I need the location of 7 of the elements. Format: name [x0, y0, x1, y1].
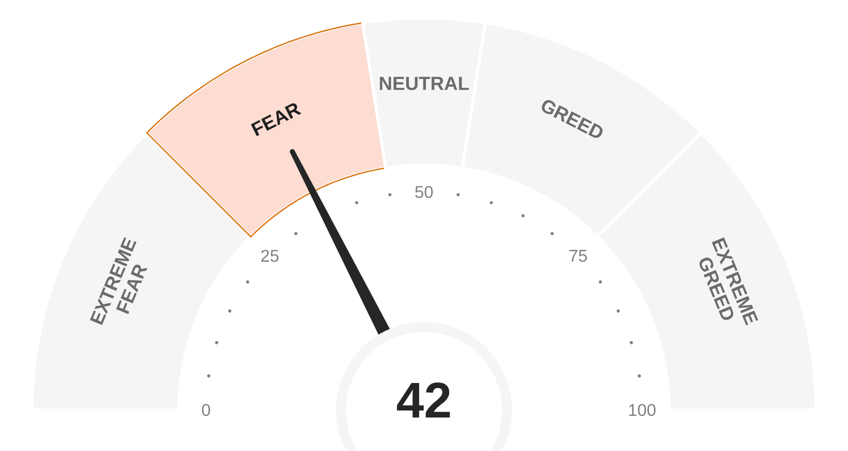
- slice-label: NEUTRAL: [380, 76, 469, 90]
- text: 50: [415, 186, 433, 198]
- text: 75: [570, 250, 587, 262]
- text: 25: [261, 250, 279, 262]
- text: 42: [396, 382, 450, 418]
- text: 100: [629, 404, 656, 416]
- text: 0: [202, 404, 210, 416]
